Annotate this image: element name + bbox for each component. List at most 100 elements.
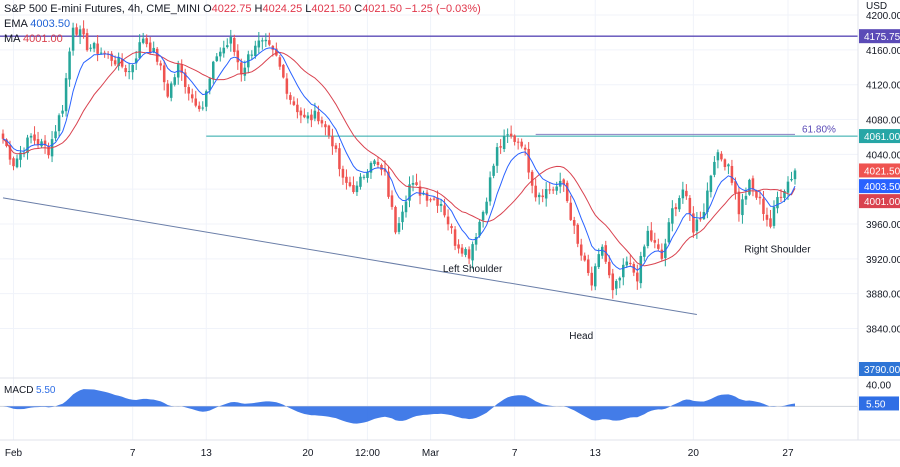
candle	[593, 263, 597, 291]
price-tick: 3920.00	[866, 255, 900, 266]
candle	[772, 200, 776, 229]
candles	[1, 20, 797, 299]
candle	[537, 192, 541, 205]
candle	[436, 190, 439, 213]
candle	[530, 169, 534, 194]
ma-row[interactable]: MA 4001.00	[4, 32, 481, 47]
open-label: O	[203, 3, 212, 15]
candle	[716, 149, 720, 169]
candle	[64, 72, 68, 117]
open-value: 4022.75	[211, 3, 252, 15]
candle	[453, 226, 457, 251]
candle	[450, 223, 453, 234]
candle	[488, 171, 492, 206]
high-value: 4024.25	[262, 3, 303, 15]
candle	[134, 50, 138, 71]
candle	[250, 50, 254, 60]
candle	[264, 33, 268, 48]
time-tick: 7	[512, 448, 518, 459]
candle	[460, 244, 464, 257]
candle	[1, 129, 5, 144]
candle	[397, 217, 401, 235]
candle	[579, 238, 583, 261]
candle	[723, 158, 727, 171]
candle	[583, 252, 586, 262]
candle	[408, 176, 411, 208]
candle	[562, 178, 565, 192]
time-tick: 12:00	[355, 448, 380, 459]
price-tick: 4080.00	[866, 116, 900, 127]
symbol-row: S&P 500 E-mini Futures, 4h, CME_MINI O40…	[4, 2, 481, 17]
price-tick: 4040.00	[866, 150, 900, 161]
candle	[145, 34, 148, 48]
candle	[474, 233, 478, 251]
candle	[730, 159, 734, 186]
candle	[520, 138, 523, 149]
chart-legend: S&P 500 E-mini Futures, 4h, CME_MINI O40…	[4, 2, 481, 47]
candle	[709, 174, 713, 198]
change-value: −1.25 (−0.03%)	[405, 3, 481, 15]
candle	[71, 22, 75, 56]
candle	[187, 84, 190, 101]
svg-text:3790.00: 3790.00	[864, 365, 900, 376]
candle	[278, 54, 282, 70]
candle	[653, 232, 657, 249]
candle	[141, 32, 145, 45]
candle	[96, 35, 99, 62]
candle	[36, 131, 40, 149]
candle	[226, 38, 229, 49]
candle	[632, 261, 636, 277]
candle	[541, 189, 544, 203]
candle	[769, 209, 772, 229]
price-tick: 3840.00	[866, 324, 900, 335]
candle	[786, 176, 790, 200]
candle	[467, 246, 471, 265]
candle	[657, 238, 660, 251]
candle	[576, 223, 579, 248]
high-label: H	[254, 3, 263, 15]
candle	[243, 60, 247, 82]
time-tick: 27	[782, 448, 794, 459]
candle	[688, 195, 692, 221]
candle	[310, 109, 313, 128]
candle	[600, 244, 604, 259]
ema-line	[2, 47, 796, 271]
candle	[751, 175, 755, 197]
candle	[359, 173, 362, 190]
candle	[324, 120, 327, 136]
candle	[355, 181, 359, 196]
candle	[169, 81, 173, 102]
candle	[499, 139, 502, 154]
candle	[748, 178, 751, 196]
candle	[215, 52, 219, 63]
candle	[240, 58, 243, 82]
price-axis[interactable]: 4200.004160.004120.004080.004040.004000.…	[866, 11, 900, 335]
candle	[362, 174, 366, 180]
candle	[569, 195, 572, 221]
close-badge: 4021.50	[859, 163, 900, 178]
candle	[299, 107, 303, 124]
time-tick: 13	[590, 448, 602, 459]
close-label: C	[354, 3, 363, 15]
currency-label: USD	[866, 1, 887, 12]
svg-text:4061.00: 4061.00	[864, 132, 900, 143]
candle	[296, 98, 299, 119]
candle	[292, 96, 296, 107]
indicators	[2, 47, 796, 271]
candle	[394, 205, 397, 235]
candle	[629, 255, 632, 267]
ema-row[interactable]: EMA 4003.50	[4, 17, 481, 32]
candle	[75, 23, 78, 37]
candle	[212, 60, 215, 84]
candle	[373, 159, 376, 167]
pattern-label: Head	[569, 331, 593, 342]
candle	[495, 142, 499, 173]
candle	[516, 138, 520, 150]
candle	[138, 34, 141, 60]
candle	[99, 47, 103, 55]
time-axis[interactable]: Feb 7 13 20 12:00 Mar 7 13 20 27	[5, 448, 794, 459]
candle	[590, 266, 594, 291]
candle	[54, 125, 57, 142]
